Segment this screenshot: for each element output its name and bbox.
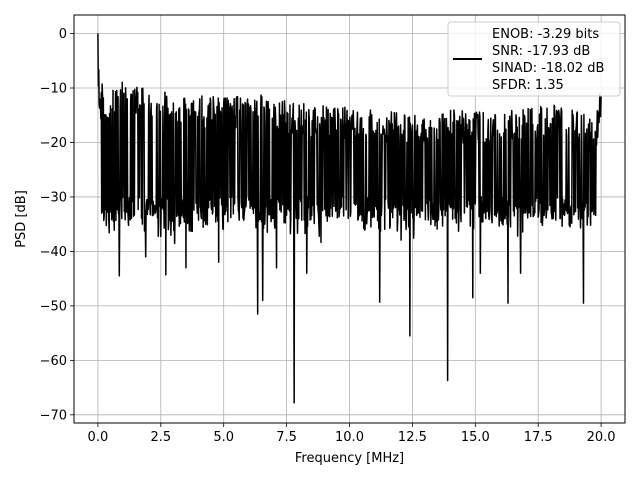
y-tick-label: −10: [40, 81, 67, 96]
y-tick-label: −50: [40, 299, 67, 314]
x-tick-label: 7.5: [276, 430, 297, 445]
series-layer: [97, 33, 602, 404]
y-tick-label: −40: [40, 245, 67, 260]
y-axis-label: PSD [dB]: [14, 190, 29, 248]
x-tick-label: 17.5: [524, 430, 553, 445]
tick-layer: 0.0 2.5 5.0 7.5 10.0 12.5 15.0 17.5 20.0 0 −10 −20 −…: [40, 27, 616, 445]
y-tick-label: −20: [40, 136, 67, 151]
x-tick-label: 5.0: [213, 430, 234, 445]
x-tick-label: 0.0: [88, 430, 109, 445]
legend-line-enob: ENOB: -3.29 bits: [492, 27, 599, 42]
psd-series-line: [97, 33, 602, 404]
legend-line-snr: SNR: -17.93 dB: [492, 44, 590, 59]
x-tick-label: 20.0: [587, 430, 616, 445]
legend-line-sinad: SINAD: -18.02 dB: [492, 61, 604, 76]
y-tick-label: 0: [59, 27, 67, 42]
x-tick-label: 12.5: [398, 430, 427, 445]
legend: ENOB: -3.29 bits SNR: -17.93 dB SINAD: -…: [447, 21, 621, 97]
y-tick-label: −60: [40, 354, 67, 369]
x-tick-label: 10.0: [335, 430, 364, 445]
y-tick-label: −70: [40, 408, 67, 423]
x-tick-label: 2.5: [150, 430, 171, 445]
y-tick-label: −30: [40, 190, 67, 205]
legend-line-sfdr: SFDR: 1.35: [492, 78, 564, 93]
x-tick-label: 15.0: [461, 430, 490, 445]
legend-box: [447, 21, 621, 97]
x-axis-label: Frequency [MHz]: [295, 451, 404, 466]
